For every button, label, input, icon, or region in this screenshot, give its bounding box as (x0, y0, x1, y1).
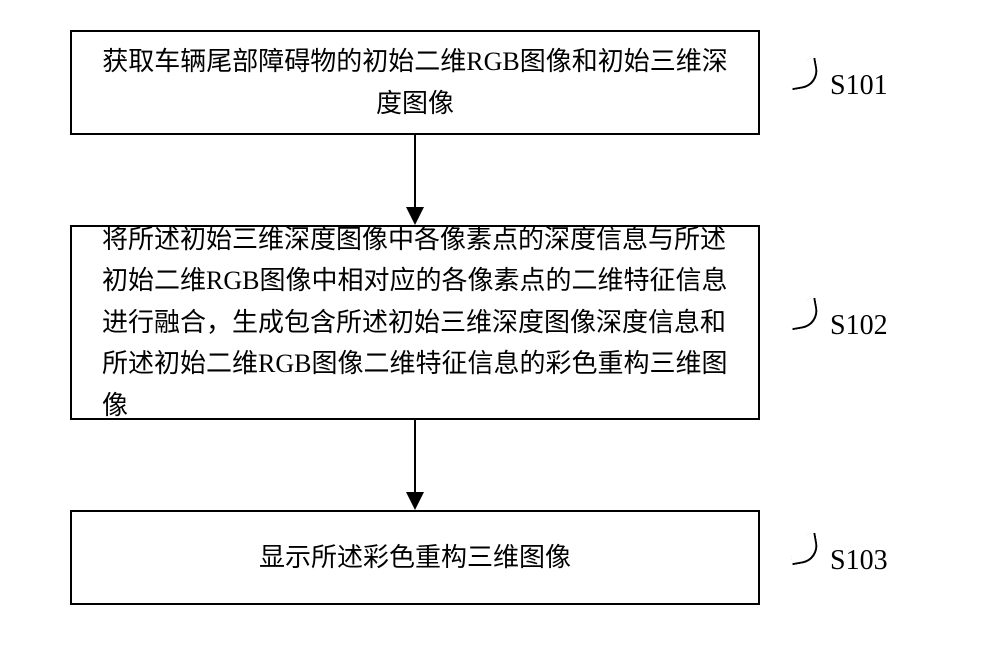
flow-arrow-1 (400, 135, 430, 225)
flow-node-3-connector (788, 533, 820, 565)
flow-node-3: 显示所述彩色重构三维图像 (70, 510, 760, 605)
flow-node-3-label: S103 (830, 545, 888, 577)
flow-node-2-connector (788, 298, 820, 330)
flow-node-2-text: 将所述初始三维深度图像中各像素点的深度信息与所述初始二维RGB图像中相对应的各像… (102, 219, 728, 427)
flow-node-1: 获取车辆尾部障碍物的初始二维RGB图像和初始三维深度图像 (70, 30, 760, 135)
flow-node-2-label: S102 (830, 310, 888, 342)
flow-node-2: 将所述初始三维深度图像中各像素点的深度信息与所述初始二维RGB图像中相对应的各像… (70, 225, 760, 420)
flow-node-1-text: 获取车辆尾部障碍物的初始二维RGB图像和初始三维深度图像 (102, 41, 728, 124)
flow-node-3-text: 显示所述彩色重构三维图像 (259, 537, 571, 579)
flow-arrow-2 (400, 420, 430, 510)
flow-node-1-connector (788, 58, 820, 90)
flow-node-1-label: S101 (830, 70, 888, 102)
